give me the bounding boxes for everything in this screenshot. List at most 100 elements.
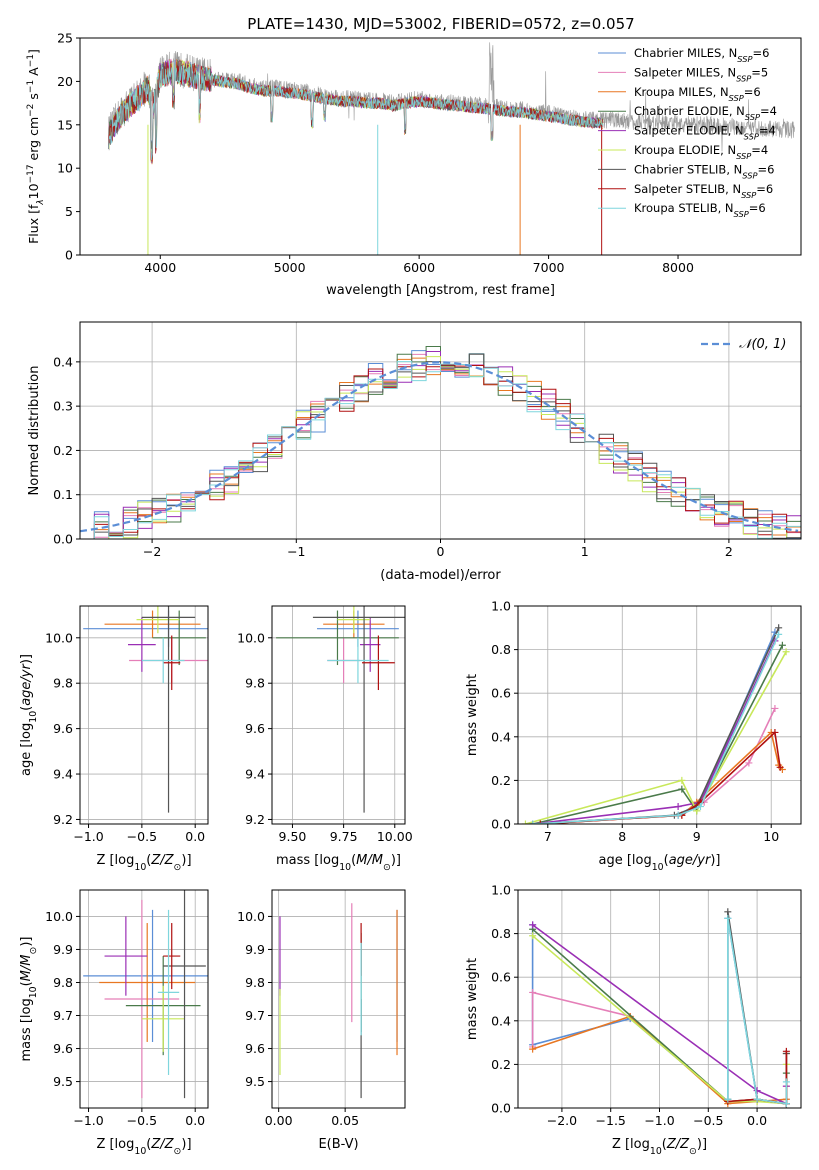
x-tick-label: 8000 bbox=[662, 260, 694, 275]
label-part: erg cm bbox=[26, 117, 41, 165]
label-part: =6 bbox=[744, 85, 761, 99]
legend-entry: Kroupa STELIB, NSSP=6 bbox=[634, 201, 766, 219]
x-tick-label: −1 bbox=[287, 544, 305, 559]
x-tick-label: −1.0 bbox=[73, 829, 103, 844]
label-part: Z [log bbox=[612, 1137, 650, 1152]
age-vs-mass-panel: 9.50 9.75 10.00 9.2 9.4 9.6 9.8 10.0 mass [log10… bbox=[237, 605, 413, 873]
label-part: 10 bbox=[652, 862, 664, 873]
y-tick-label: 0.8 bbox=[491, 642, 511, 657]
axes-frame bbox=[271, 605, 406, 825]
label-part: SSP bbox=[734, 209, 749, 219]
y-tick-label: 9.4 bbox=[245, 767, 265, 782]
y-tick-label: 9.6 bbox=[245, 1041, 265, 1056]
label-part: M/M bbox=[19, 955, 34, 982]
label-part: 10 bbox=[650, 1146, 662, 1157]
x-tick-label: 4000 bbox=[144, 260, 176, 275]
weight-marker bbox=[529, 1045, 537, 1053]
label-part: λ bbox=[36, 199, 46, 205]
x-tick-label: 0.0 bbox=[185, 829, 205, 844]
label-part: Z [log bbox=[96, 853, 134, 868]
x-tick-label: 2 bbox=[725, 544, 733, 559]
label-part: Chabrier MILES, N bbox=[634, 46, 737, 60]
weight-vs-z-panel: −2.0 −1.5 −1.0 −0.5 0.0 0.0 0.2 0.4 0.6 0.8 1.0 mas… bbox=[465, 883, 802, 1157]
label-part: Z [log bbox=[96, 1137, 134, 1152]
plot-area bbox=[521, 624, 790, 824]
weight-line-4 bbox=[532, 640, 776, 824]
weight-marker bbox=[724, 908, 732, 916]
label-part: −1 bbox=[26, 54, 36, 67]
y-axis-label: age [log10(age/yr)] bbox=[19, 654, 39, 776]
y-tick-label: 20 bbox=[57, 74, 73, 89]
label-part: ( bbox=[146, 853, 151, 868]
label-part: s bbox=[26, 93, 41, 104]
y-tick-label: 1.0 bbox=[491, 883, 511, 898]
y-tick-label: 10.0 bbox=[237, 630, 265, 645]
y-tick-label: 25 bbox=[57, 31, 73, 46]
x-tick-label: 10 bbox=[763, 829, 779, 844]
y-tick-label: 9.8 bbox=[245, 975, 265, 990]
label-part: =5 bbox=[751, 65, 768, 79]
x-tick-label: −2 bbox=[143, 544, 161, 559]
label-part: 10 bbox=[339, 862, 351, 873]
x-tick-label: −1.0 bbox=[73, 1113, 103, 1128]
label-part: ( bbox=[664, 853, 669, 868]
x-tick-label: −0.5 bbox=[127, 829, 157, 844]
label-part: Flux [f bbox=[26, 204, 41, 244]
label-part: ⊙ bbox=[174, 1146, 182, 1157]
plot-area bbox=[83, 890, 208, 1099]
weight-marker bbox=[753, 1095, 761, 1103]
label-part: SSP bbox=[741, 190, 756, 200]
label-part: )] bbox=[710, 853, 720, 868]
x-tick-label: −1.0 bbox=[644, 1113, 674, 1128]
label-part: ] bbox=[26, 49, 41, 54]
y-tick-label: 0.0 bbox=[491, 1101, 511, 1116]
weight-marker bbox=[521, 820, 529, 824]
y-tick-label: 0.0 bbox=[53, 532, 73, 547]
label-part: Salpeter ELODIE, N bbox=[634, 124, 744, 138]
axes-frame bbox=[79, 37, 802, 256]
label-part: Kroupa STELIB, N bbox=[634, 201, 734, 215]
y-tick-label: 0.8 bbox=[491, 926, 511, 941]
x-tick-label: 0.00 bbox=[265, 1113, 293, 1128]
weight-marker bbox=[782, 648, 790, 656]
weight-marker bbox=[782, 1100, 790, 1108]
weight-marker bbox=[696, 803, 704, 811]
y-axis-label: mass weight bbox=[465, 674, 480, 756]
plot-area bbox=[108, 42, 795, 255]
y-tick-label: 9.5 bbox=[53, 1074, 73, 1089]
x-tick-label: −0.5 bbox=[127, 1113, 157, 1128]
y-tick-label: 0.4 bbox=[53, 354, 73, 369]
plot-area bbox=[80, 346, 801, 539]
y-tick-label: 0.4 bbox=[491, 1013, 511, 1028]
legend-entry: Chabrier MILES, NSSP=6 bbox=[634, 46, 769, 64]
label-part: ( bbox=[662, 1137, 667, 1152]
plot-area bbox=[529, 908, 790, 1108]
y-tick-label: 9.8 bbox=[245, 676, 265, 691]
y-tick-label: 0 bbox=[65, 248, 73, 263]
label-part: Z/Z bbox=[150, 1137, 174, 1152]
y-tick-label: 0.0 bbox=[491, 817, 511, 832]
weight-marker bbox=[678, 785, 686, 793]
label-part: SSP bbox=[745, 112, 760, 122]
residuals-panel: −2 −1 0 1 2 0.0 0.1 0.2 0.3 0.4 (data-model)/error… bbox=[27, 321, 802, 583]
legend-entry: Kroupa ELODIE, NSSP=4 bbox=[634, 143, 768, 161]
label-part: )] bbox=[19, 937, 34, 947]
y-tick-label: 0.2 bbox=[53, 443, 73, 458]
label-part: )] bbox=[181, 853, 191, 868]
label-part: )] bbox=[19, 654, 34, 664]
x-tick-label: 7000 bbox=[533, 260, 565, 275]
label-part: age [log bbox=[598, 853, 651, 868]
label-part: =4 bbox=[760, 104, 777, 118]
x-axis-label: E(B-V) bbox=[318, 1137, 358, 1152]
label-part: mass [log bbox=[276, 853, 339, 868]
y-tick-label: 9.9 bbox=[53, 942, 73, 957]
x-tick-label: 7 bbox=[544, 829, 552, 844]
residual-histogram-8 bbox=[80, 361, 801, 539]
label-part: ( bbox=[146, 1137, 151, 1152]
label-part: ( bbox=[351, 853, 356, 868]
label-part: )] bbox=[697, 1137, 707, 1152]
legend-entry: Chabrier ELODIE, NSSP=4 bbox=[634, 104, 777, 122]
weight-vs-age-panel: 7 8 9 10 0.0 0.2 0.4 0.6 0.8 1.0 mass weight age [l… bbox=[465, 599, 802, 873]
weight-marker bbox=[771, 704, 779, 712]
label-part: ⊙ bbox=[174, 862, 182, 873]
